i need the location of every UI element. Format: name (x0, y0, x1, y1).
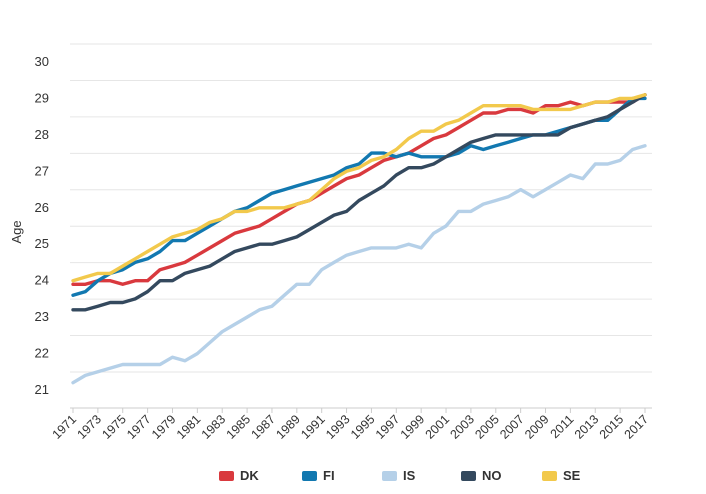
legend-label-fi: FI (323, 468, 335, 483)
legend-swatch-no (461, 471, 476, 481)
x-tick-label: 2017 (622, 412, 652, 442)
series-line-no (71, 93, 647, 312)
series-line-fi (71, 96, 647, 297)
y-tick-label: 22 (35, 346, 49, 361)
legend: DK FI IS NO SE (219, 468, 581, 483)
x-tick-label: 1979 (149, 412, 179, 442)
x-tick-label: 2005 (472, 412, 502, 442)
legend-swatch-fi (302, 471, 317, 481)
x-tick-label: 1999 (398, 412, 428, 442)
x-tick-label: 1995 (348, 412, 378, 442)
series-lines (71, 93, 647, 385)
y-tick-label: 28 (35, 127, 49, 142)
series-line-dk (71, 93, 647, 286)
x-axis-ticks: 1971197319751977197919811983198519871989… (50, 408, 652, 442)
gridlines (70, 43, 652, 373)
x-tick-label: 1981 (174, 412, 204, 442)
x-tick-label: 1977 (124, 412, 154, 442)
legend-swatch-is (382, 471, 397, 481)
y-tick-label: 23 (35, 309, 49, 324)
x-tick-label: 1991 (298, 412, 328, 442)
x-tick-label: 1971 (50, 412, 80, 442)
x-tick-label: 1987 (249, 412, 279, 442)
y-axis-ticks: 21 22 23 24 25 26 27 28 29 30 (35, 54, 49, 397)
series-line-se (71, 93, 647, 283)
x-tick-label: 1993 (323, 412, 353, 442)
x-tick-label: 2013 (572, 412, 602, 442)
y-tick-label: 26 (35, 200, 49, 215)
legend-swatch-dk (219, 471, 234, 481)
legend-label-is: IS (403, 468, 416, 483)
x-tick-label: 1985 (224, 412, 254, 442)
x-tick-label: 1983 (199, 412, 229, 442)
x-tick-label: 1975 (99, 412, 129, 442)
x-tick-label: 2015 (597, 412, 627, 442)
x-tick-label: 2007 (497, 412, 527, 442)
y-tick-label: 29 (35, 90, 49, 105)
y-tick-label: 30 (35, 54, 49, 69)
x-tick-label: 2011 (548, 412, 577, 441)
y-axis-title: Age (9, 220, 24, 243)
legend-label-no: NO (482, 468, 502, 483)
legend-label-se: SE (563, 468, 581, 483)
y-tick-label: 25 (35, 236, 49, 251)
legend-swatch-se (542, 471, 557, 481)
y-tick-label: 27 (35, 163, 49, 178)
x-tick-label: 1973 (74, 412, 104, 442)
series-line-is (71, 144, 647, 385)
x-tick-label: 2009 (522, 412, 552, 442)
x-tick-label: 2003 (447, 412, 477, 442)
x-tick-label: 2001 (423, 412, 453, 442)
x-tick-label: 1989 (273, 412, 303, 442)
x-tick-label: 1997 (373, 412, 403, 442)
y-tick-label: 21 (35, 382, 49, 397)
y-tick-label: 24 (35, 273, 49, 288)
legend-label-dk: DK (240, 468, 259, 483)
